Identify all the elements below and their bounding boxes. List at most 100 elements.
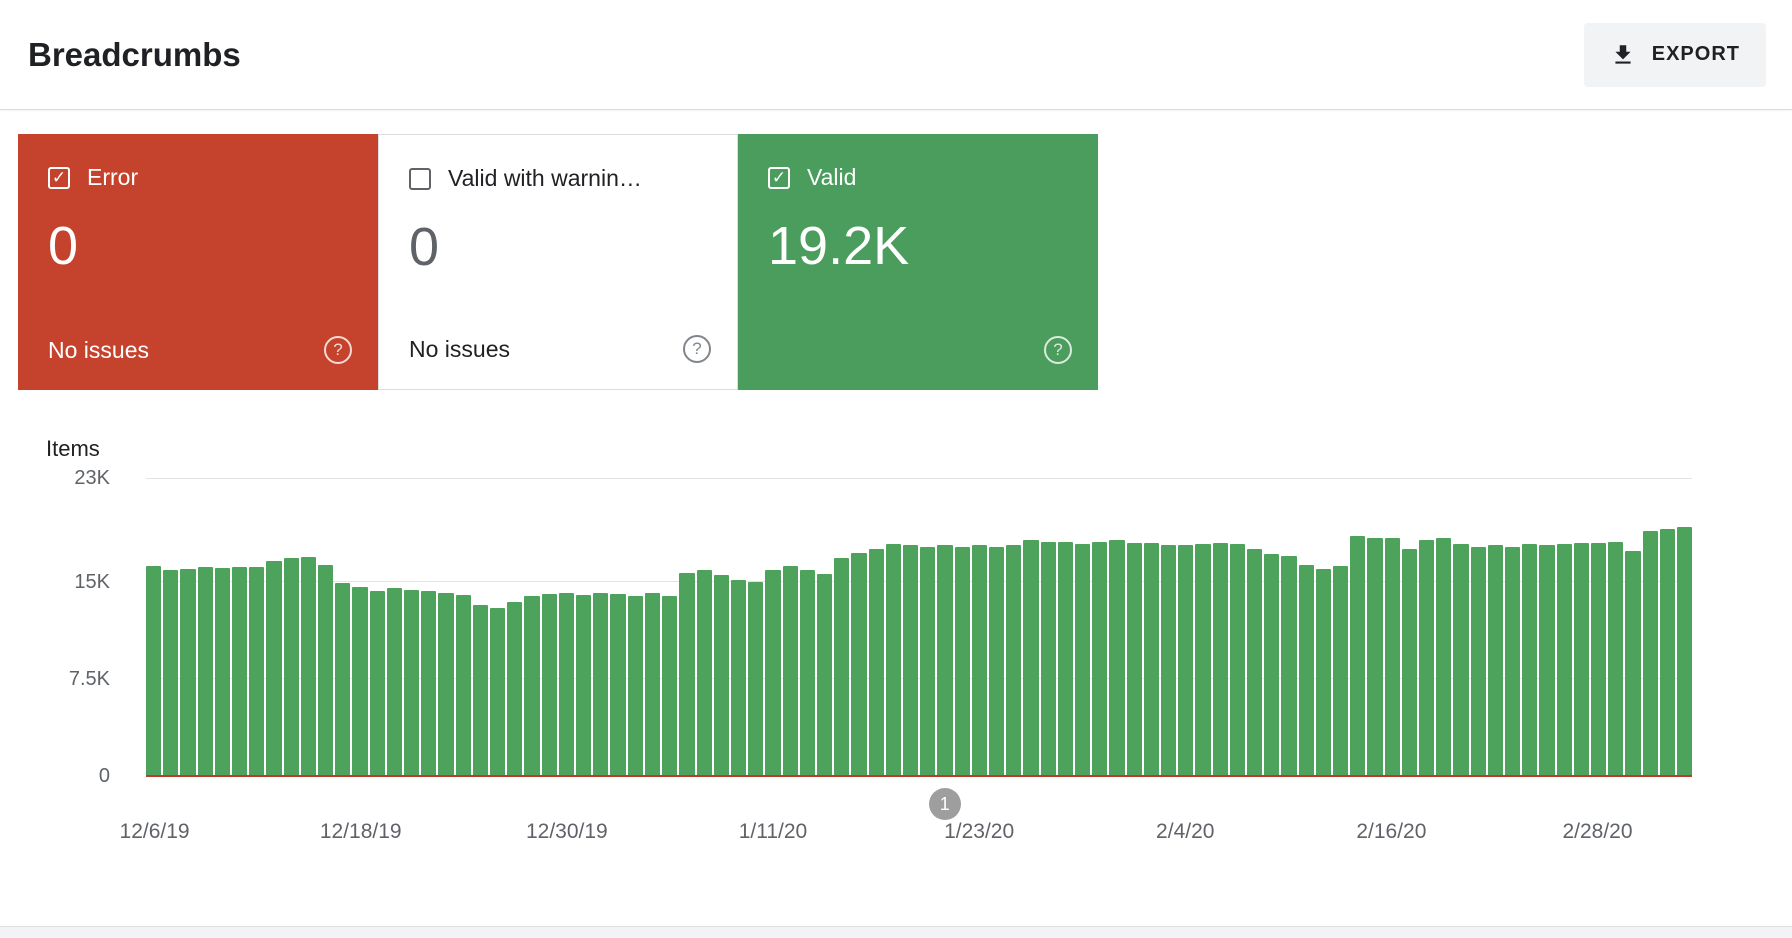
chart-bar[interactable]	[1659, 528, 1676, 776]
chart-bar[interactable]	[335, 582, 351, 776]
chart-bar[interactable]	[404, 590, 420, 776]
chart-bar[interactable]	[885, 544, 901, 776]
chart-bar[interactable]	[1505, 546, 1521, 776]
chart-bar[interactable]	[851, 553, 867, 776]
chart-bar[interactable]	[920, 546, 936, 776]
chart-bar[interactable]	[1126, 542, 1142, 776]
chart-bar[interactable]	[1487, 545, 1504, 776]
chart-bar[interactable]	[971, 545, 987, 776]
help-icon[interactable]: ?	[683, 335, 711, 363]
chart-bar[interactable]	[558, 593, 575, 776]
chart-bar[interactable]	[1092, 541, 1108, 776]
chart-bar[interactable]	[1057, 541, 1073, 776]
chart-bar[interactable]	[627, 595, 643, 776]
chart-bar[interactable]	[1539, 545, 1555, 776]
chart-bar[interactable]	[748, 581, 764, 776]
chart-bar[interactable]	[1419, 540, 1435, 776]
chart-bar[interactable]	[1160, 545, 1177, 776]
chart-bar[interactable]	[1006, 545, 1022, 776]
chart-bar[interactable]	[1212, 542, 1228, 776]
chart-bar[interactable]	[472, 604, 489, 776]
chart-bar[interactable]	[816, 573, 833, 776]
chart-bar[interactable]	[214, 568, 231, 776]
chart-bar[interactable]	[283, 558, 299, 776]
chart-bar[interactable]	[266, 560, 282, 776]
chart-bar[interactable]	[1642, 531, 1658, 776]
chart-bar[interactable]	[249, 567, 265, 776]
chart-bar[interactable]	[421, 590, 437, 776]
chart-bar[interactable]	[438, 592, 454, 776]
chart-bar[interactable]	[713, 575, 729, 776]
chart-bar[interactable]	[1367, 537, 1383, 776]
chart-bar[interactable]	[902, 545, 919, 776]
chart-bar[interactable]	[1281, 555, 1297, 776]
chart-bar[interactable]	[1264, 554, 1280, 776]
chart-bar[interactable]	[1470, 546, 1486, 776]
error-checkbox-checked[interactable]: ✓	[48, 166, 70, 189]
chart-bar[interactable]	[1178, 545, 1194, 776]
chart-bar[interactable]	[1556, 544, 1572, 776]
chart-bar[interactable]	[696, 570, 712, 776]
chart-bar[interactable]	[507, 601, 523, 776]
chart-bar[interactable]	[1384, 537, 1400, 776]
chart-bar[interactable]	[937, 545, 953, 776]
chart-bar[interactable]	[146, 566, 162, 776]
chart-bar[interactable]	[1229, 544, 1245, 776]
chart-bar[interactable]	[1350, 536, 1366, 776]
chart-bar[interactable]	[318, 564, 334, 776]
chart-bar[interactable]	[352, 586, 368, 776]
chart-bar[interactable]	[300, 557, 317, 776]
chart-bar[interactable]	[541, 593, 557, 776]
valid-checkbox-checked[interactable]: ✓	[768, 166, 790, 189]
chart-bar[interactable]	[490, 607, 506, 776]
chart-bar[interactable]	[1195, 544, 1211, 776]
chart-bar[interactable]	[1677, 527, 1693, 776]
chart-bar[interactable]	[576, 594, 592, 776]
annotation-marker-1[interactable]: 1	[928, 788, 961, 820]
chart-bar[interactable]	[834, 558, 850, 776]
chart-bar[interactable]	[1040, 541, 1056, 776]
chart-bar[interactable]	[1436, 537, 1452, 776]
warnings-checkbox-unchecked[interactable]	[409, 167, 431, 190]
chart-bar[interactable]	[386, 588, 403, 776]
chart-bar[interactable]	[954, 546, 970, 776]
chart-bar[interactable]	[799, 570, 815, 776]
chart-bar[interactable]	[1608, 541, 1624, 776]
chart-bar[interactable]	[1573, 542, 1590, 776]
chart-bar[interactable]	[1522, 544, 1538, 776]
chart-bar[interactable]	[782, 566, 798, 776]
chart-bar[interactable]	[1333, 566, 1349, 776]
chart-bar[interactable]	[1591, 542, 1607, 776]
chart-bar[interactable]	[1401, 549, 1418, 776]
chart-bar[interactable]	[197, 567, 213, 776]
chart-bar[interactable]	[868, 549, 884, 776]
chart-bar[interactable]	[662, 595, 678, 776]
chart-bar[interactable]	[232, 566, 248, 776]
help-icon[interactable]: ?	[1044, 336, 1072, 364]
chart-bar[interactable]	[593, 593, 609, 776]
chart-bar[interactable]	[1143, 542, 1159, 776]
chart-bar[interactable]	[369, 591, 385, 776]
chart-bar[interactable]	[1315, 568, 1332, 776]
chart-bar[interactable]	[730, 580, 747, 776]
chart-bar[interactable]	[988, 546, 1005, 776]
chart-bar[interactable]	[1247, 549, 1263, 776]
valid-card[interactable]: ✓ Valid 19.2K ?	[738, 134, 1098, 390]
chart-bar[interactable]	[180, 569, 196, 776]
export-button[interactable]: EXPORT	[1583, 22, 1766, 87]
chart-bar[interactable]	[1074, 544, 1091, 776]
chart-bar[interactable]	[1298, 564, 1314, 776]
chart-bar[interactable]	[610, 593, 626, 776]
valid-with-warnings-card[interactable]: Valid with warnin… 0 No issues ?	[378, 134, 738, 390]
chart-bar[interactable]	[163, 570, 179, 776]
help-icon[interactable]: ?	[324, 336, 352, 364]
chart-bar[interactable]	[1023, 540, 1039, 776]
chart-bar[interactable]	[1109, 540, 1125, 776]
chart-bar[interactable]	[765, 570, 781, 776]
chart-bar[interactable]	[644, 593, 661, 776]
chart-bar[interactable]	[1453, 544, 1469, 776]
chart-bar[interactable]	[524, 595, 540, 776]
chart-bar[interactable]	[679, 572, 695, 776]
chart-bar[interactable]	[1625, 550, 1641, 776]
chart-bar[interactable]	[455, 594, 471, 776]
